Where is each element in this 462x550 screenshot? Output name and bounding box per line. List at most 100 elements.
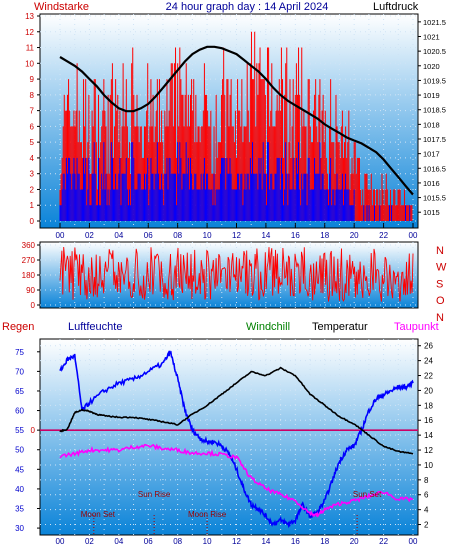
pressure-axis-tick-label: 1017 <box>423 150 440 159</box>
wind-axis-tick-label: 1 <box>30 201 35 210</box>
humidity-axis-tick-label: 40 <box>15 485 24 494</box>
x-tick-label: 08 <box>173 537 182 546</box>
pressure-axis-tick-label: 1019.5 <box>423 76 446 85</box>
pressure-axis-tick-label: 1020 <box>423 62 440 71</box>
direction-axis-tick-label: 180 <box>22 271 36 280</box>
axis-labels-layer: 01234567891011121310151015.510161016.510… <box>15 12 447 546</box>
x-tick-label: 02 <box>85 231 94 240</box>
humidity-axis-tick-label: 30 <box>15 524 24 533</box>
dewpoint-line <box>59 443 414 518</box>
humidity-axis-tick-label: 65 <box>15 387 24 396</box>
x-tick-label: 06 <box>144 537 153 546</box>
pressure-axis-tick-label: 1016 <box>423 179 440 188</box>
wind-axis-tick-label: 12 <box>25 28 34 37</box>
pressure-line <box>59 45 414 196</box>
temperature-axis-tick-label: 22 <box>424 372 433 381</box>
temperature-axis-tick-label: 24 <box>424 357 433 366</box>
x-tick-label: 00 <box>409 537 418 546</box>
temperature-line <box>59 366 414 455</box>
temperature-axis-tick-label: 16 <box>424 416 433 425</box>
taupunkt-label: Taupunkt <box>394 321 439 333</box>
direction-axis-tick-label: 0 <box>31 301 36 310</box>
wind-axis-tick-label: 10 <box>25 59 34 68</box>
humidity-temperature-panel <box>39 338 419 536</box>
humidity-axis-tick-label: 55 <box>15 426 24 435</box>
humidity-axis-tick-label: 60 <box>15 407 24 416</box>
luftdruck-label: Luftdruck <box>373 1 419 13</box>
pressure-axis-tick-label: 1016.5 <box>423 164 446 173</box>
regen-label: Regen <box>2 321 34 333</box>
data-layer <box>40 31 418 529</box>
humidity-axis-tick-label: 70 <box>15 367 24 376</box>
temperature-axis-tick-label: 18 <box>424 401 433 410</box>
x-tick-label: 14 <box>261 537 270 546</box>
x-tick-label: 12 <box>232 231 241 240</box>
x-tick-label: 20 <box>350 537 359 546</box>
wind-axis-tick-label: 4 <box>30 154 35 163</box>
temperature-axis-tick-label: 6 <box>424 491 429 500</box>
compass-label: N <box>436 312 444 324</box>
humidity-axis-tick-label: 75 <box>15 348 24 357</box>
direction-axis-tick-label: 90 <box>26 286 35 295</box>
temperature-axis-tick-label: 4 <box>424 506 429 515</box>
temperature-axis-tick-label: 20 <box>424 386 433 395</box>
x-tick-label: 22 <box>379 231 388 240</box>
x-tick-label: 04 <box>114 231 123 240</box>
pressure-axis-tick-label: 1015 <box>423 208 440 217</box>
x-tick-label: 10 <box>203 537 212 546</box>
pressure-axis-tick-label: 1021 <box>423 33 440 42</box>
wind-axis-tick-label: 3 <box>30 170 35 179</box>
temperatur-label: Temperatur <box>312 321 368 333</box>
wind-axis-tick-label: 5 <box>30 138 35 147</box>
direction-axis-tick-label: 270 <box>22 256 36 265</box>
rain-zero-label: 0 <box>31 426 36 435</box>
temperature-axis-tick-label: 12 <box>424 446 433 455</box>
x-tick-label: 18 <box>320 231 329 240</box>
pressure-axis-tick-label: 1018.5 <box>423 106 446 115</box>
pressure-axis-tick-label: 1017.5 <box>423 135 446 144</box>
compass-label: W <box>436 262 447 274</box>
wind-direction-line <box>59 246 414 302</box>
luftfeuchte-label: Luftfeuchte <box>68 321 122 333</box>
x-tick-label: 16 <box>291 537 300 546</box>
windstarke-label: Windstarke <box>34 1 89 13</box>
direction-axis-tick-label: 360 <box>22 241 36 250</box>
annotation-label: Moon Set <box>81 510 116 519</box>
wind-axis-tick-label: 0 <box>30 217 35 226</box>
temperature-axis-tick-label: 2 <box>424 521 429 530</box>
compass-label: N <box>436 245 444 257</box>
temperature-axis-tick-label: 26 <box>424 342 433 351</box>
wind-axis-tick-label: 8 <box>30 91 35 100</box>
pressure-axis-tick-label: 1020.5 <box>423 47 446 56</box>
x-tick-label: 12 <box>232 537 241 546</box>
x-tick-label: 16 <box>291 231 300 240</box>
annotation-label: Moon Rise <box>188 510 227 519</box>
x-tick-label: 04 <box>114 537 123 546</box>
x-tick-label: 10 <box>203 231 212 240</box>
x-tick-label: 14 <box>261 231 270 240</box>
x-tick-label: 00 <box>56 537 65 546</box>
x-tick-label: 00 <box>409 231 418 240</box>
x-tick-label: 08 <box>173 231 182 240</box>
temperature-axis-tick-label: 14 <box>424 431 433 440</box>
wind-axis-tick-label: 13 <box>25 12 34 21</box>
x-tick-label: 18 <box>320 537 329 546</box>
windchill-label: Windchill <box>246 321 290 333</box>
humidity-line <box>59 350 414 529</box>
wind-axis-tick-label: 11 <box>26 44 35 53</box>
humidity-axis-tick-label: 35 <box>15 504 24 513</box>
humidity-axis-tick-label: 50 <box>15 446 24 455</box>
compass-label: S <box>436 278 443 290</box>
wind-axis-tick-label: 9 <box>30 75 35 84</box>
annotation-label: Sun Rise <box>138 490 171 499</box>
x-tick-label: 22 <box>379 537 388 546</box>
wind-axis-tick-label: 2 <box>30 185 35 194</box>
wind-axis-tick-label: 7 <box>30 107 35 116</box>
compass-label: O <box>436 295 445 307</box>
temperature-axis-tick-label: 10 <box>424 461 433 470</box>
temperature-axis-tick-label: 8 <box>424 476 429 485</box>
x-tick-label: 06 <box>144 231 153 240</box>
humidity-axis-tick-label: 45 <box>15 465 24 474</box>
pressure-axis-tick-label: 1018 <box>423 120 440 129</box>
